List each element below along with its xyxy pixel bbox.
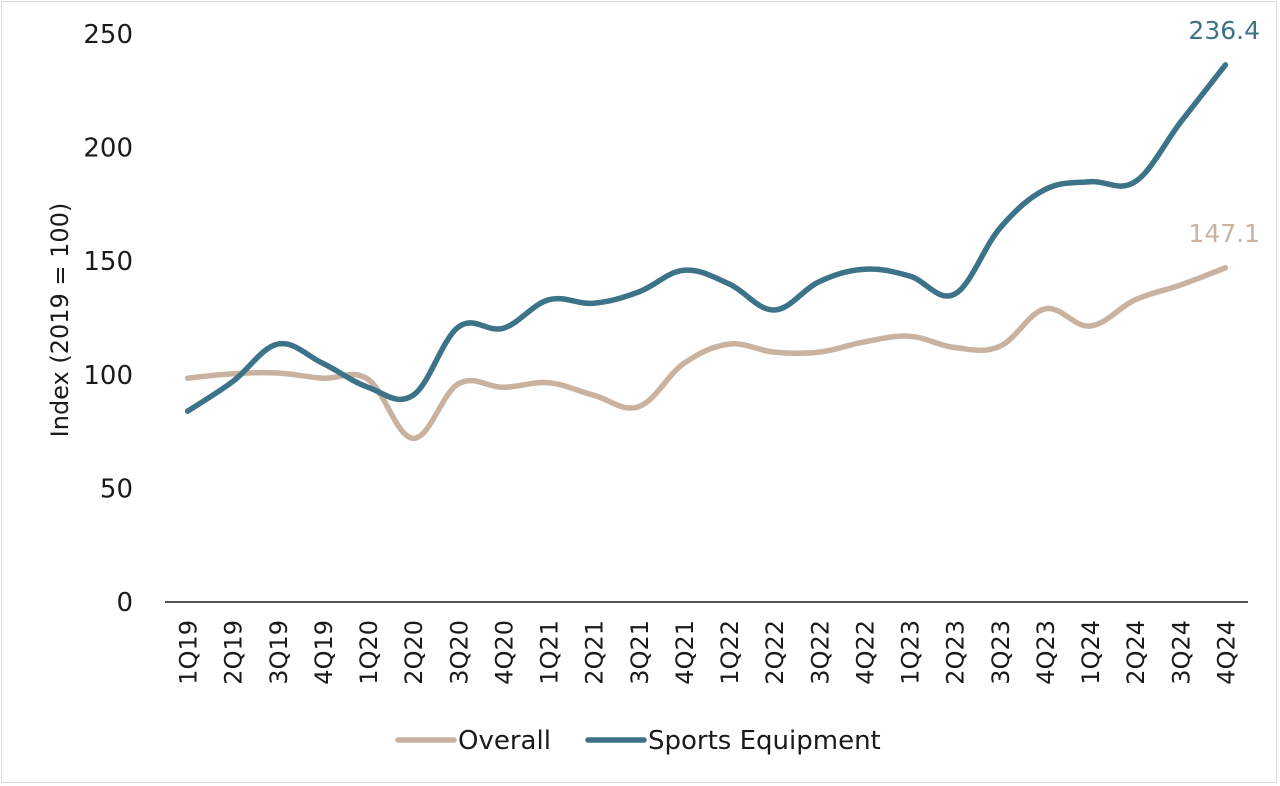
x-tick-label: 4Q24 <box>1212 620 1240 685</box>
x-tick-label: 1Q19 <box>175 620 203 685</box>
series-line-overall <box>184 265 1229 442</box>
y-tick-label: 100 <box>83 361 133 391</box>
x-tick-label: 3Q19 <box>265 620 293 685</box>
x-axis-ticks: 1Q19 2Q19 3Q19 4Q19 1Q20 2Q20 3Q20 4Q20 1Q21 2Q21… <box>175 620 1241 685</box>
x-tick-label: 3Q21 <box>626 620 654 685</box>
y-axis-label: Index (2019 = 100) <box>46 203 74 438</box>
y-tick-label: 50 <box>100 474 133 504</box>
end-label-sports-equipment: 236.4 <box>1188 16 1260 45</box>
x-tick-label: 2Q20 <box>400 620 428 685</box>
series-lines <box>184 62 1229 442</box>
x-tick-label: 1Q22 <box>716 620 744 685</box>
x-tick-label: 1Q24 <box>1077 620 1105 685</box>
x-tick-label: 4Q19 <box>310 620 338 685</box>
x-tick-label: 3Q24 <box>1167 620 1195 685</box>
y-tick-label: 0 <box>116 588 133 618</box>
x-tick-label: 4Q21 <box>671 620 699 685</box>
x-tick-label: 2Q19 <box>220 620 248 685</box>
x-tick-label: 3Q23 <box>987 620 1015 685</box>
y-axis-ticks: 0 50 100 150 200 250 <box>83 20 133 618</box>
x-tick-label: 4Q23 <box>1032 620 1060 685</box>
x-tick-label: 2Q22 <box>761 620 789 685</box>
x-tick-label: 1Q21 <box>536 620 564 685</box>
x-tick-label: 1Q20 <box>355 620 383 685</box>
y-tick-label: 150 <box>83 247 133 277</box>
series-line-sports-equipment <box>184 62 1229 414</box>
legend: Overall Sports Equipment <box>395 726 881 756</box>
x-tick-label: 1Q23 <box>897 620 925 685</box>
x-tick-label: 2Q21 <box>581 620 609 685</box>
x-tick-label: 4Q22 <box>851 620 879 685</box>
legend-label-sports-equipment: Sports Equipment <box>648 726 881 756</box>
legend-label-overall: Overall <box>458 726 551 756</box>
end-labels: 147.1 236.4 <box>1188 16 1260 248</box>
y-tick-label: 250 <box>83 20 133 50</box>
x-tick-label: 3Q22 <box>806 620 834 685</box>
y-tick-label: 200 <box>83 134 133 164</box>
x-tick-label: 2Q23 <box>942 620 970 685</box>
x-tick-label: 4Q20 <box>490 620 518 685</box>
end-label-overall: 147.1 <box>1188 219 1260 248</box>
x-tick-label: 3Q20 <box>445 620 473 685</box>
x-tick-label: 2Q24 <box>1122 620 1150 685</box>
